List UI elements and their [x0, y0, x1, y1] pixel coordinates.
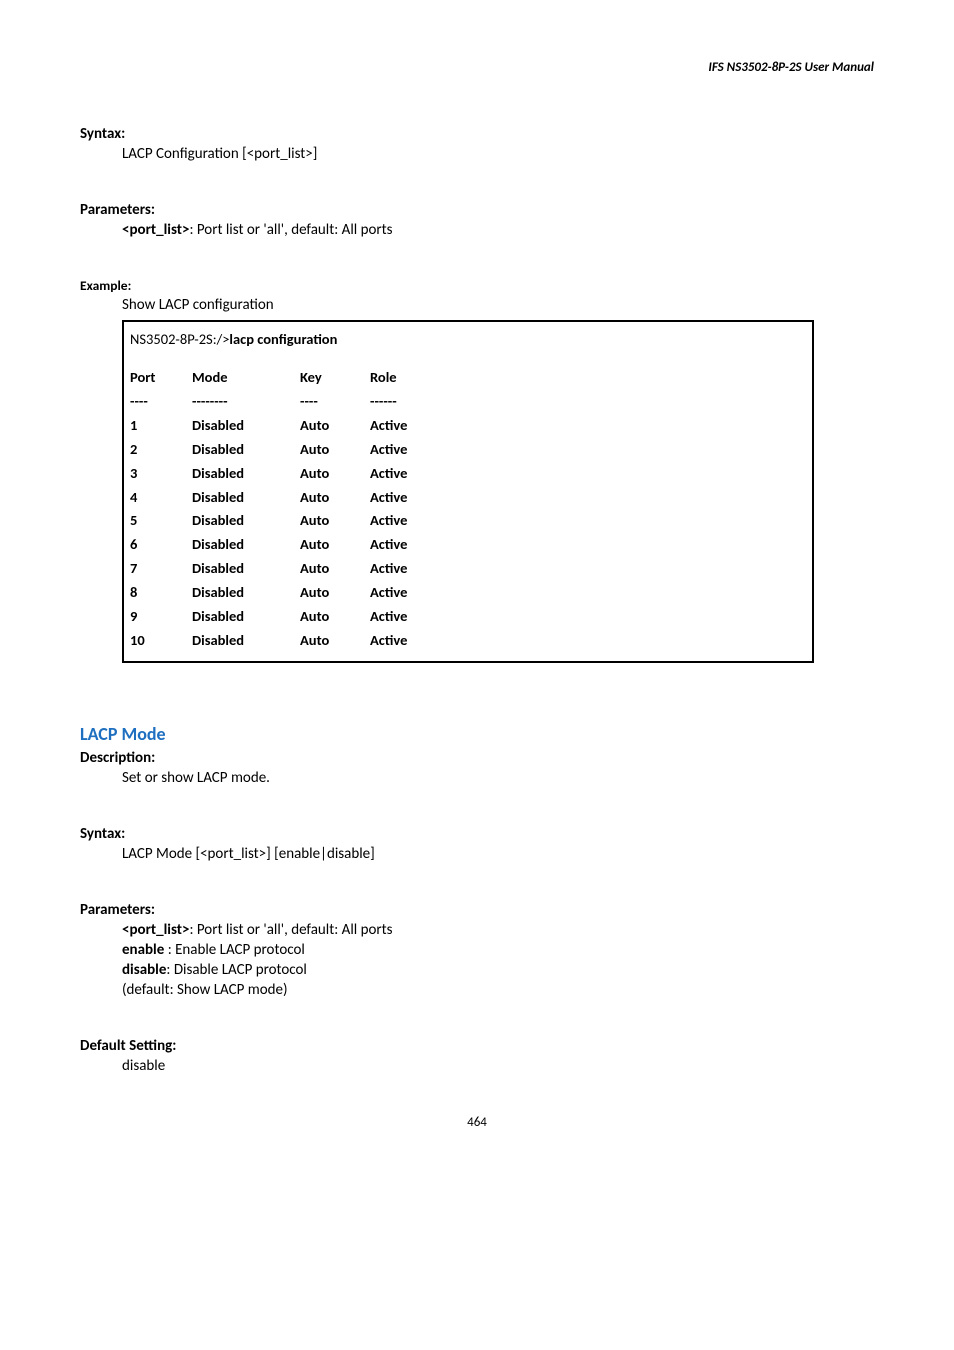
td-mode: Disabled [192, 605, 300, 629]
params2-line4: (default: Show LACP mode) [122, 981, 874, 999]
td-key: Auto [300, 462, 370, 486]
terminal-data-row: 10DisabledAutoActive [128, 629, 808, 653]
params2-p3-rest: : Disable LACP protocol [166, 961, 306, 979]
td-role: Active [370, 629, 808, 653]
terminal-command: lacp configuration [229, 330, 337, 348]
td-mode: Disabled [192, 533, 300, 557]
td-role: Active [370, 414, 808, 438]
terminal-divider-row: ---- -------- ---- ------ [128, 390, 808, 414]
terminal-data-row: 9DisabledAutoActive [128, 605, 808, 629]
terminal-data-row: 2DisabledAutoActive [128, 438, 808, 462]
default2-label: Default Setting: [80, 1037, 874, 1055]
td-role: Active [370, 486, 808, 510]
td-port: 3 [128, 462, 192, 486]
div-mode: -------- [192, 390, 300, 414]
div-role: ------ [370, 390, 808, 414]
params2-p2-rest: : Enable LACP protocol [168, 941, 305, 959]
params2-p2-bold: enable [122, 941, 168, 959]
td-mode: Disabled [192, 462, 300, 486]
td-port: 1 [128, 414, 192, 438]
example-label: Example: [80, 277, 874, 294]
td-key: Auto [300, 605, 370, 629]
td-port: 8 [128, 581, 192, 605]
params1-label: Parameters: [80, 201, 874, 219]
page-number: 464 [80, 1115, 874, 1130]
td-port: 9 [128, 605, 192, 629]
th-key: Key [300, 366, 370, 390]
terminal-data-row: 7DisabledAutoActive [128, 557, 808, 581]
params2-label: Parameters: [80, 901, 874, 919]
td-port: 4 [128, 486, 192, 510]
td-mode: Disabled [192, 557, 300, 581]
params1-line: <port_list>: Port list or 'all', default… [122, 221, 874, 239]
page-header: IFS NS3502-8P-2S User Manual [80, 60, 874, 75]
td-port: 5 [128, 509, 192, 533]
terminal-output: NS3502-8P-2S:/>lacp configuration Port M… [122, 320, 814, 663]
terminal-data-row: 4DisabledAutoActive [128, 486, 808, 510]
td-mode: Disabled [192, 509, 300, 533]
th-mode: Mode [192, 366, 300, 390]
div-port: ---- [128, 390, 192, 414]
td-role: Active [370, 605, 808, 629]
example-desc: Show LACP configuration [122, 296, 874, 314]
th-role: Role [370, 366, 808, 390]
td-key: Auto [300, 414, 370, 438]
syntax1-label: Syntax: [80, 125, 874, 143]
td-key: Auto [300, 509, 370, 533]
desc2-text: Set or show LACP mode. [122, 769, 874, 787]
params2-line1: <port_list>: Port list or 'all', default… [122, 921, 874, 939]
td-mode: Disabled [192, 629, 300, 653]
td-key: Auto [300, 486, 370, 510]
desc2-label: Description: [80, 749, 874, 767]
params2-p3-bold: disable [122, 961, 166, 979]
terminal-prompt-line: NS3502-8P-2S:/>lacp configuration [128, 328, 808, 352]
params1-bold: <port_list> [122, 221, 189, 239]
td-mode: Disabled [192, 486, 300, 510]
td-role: Active [370, 557, 808, 581]
terminal-data-row: 3DisabledAutoActive [128, 462, 808, 486]
td-key: Auto [300, 557, 370, 581]
params2-p1-bold: <port_list> [122, 921, 189, 939]
td-key: Auto [300, 581, 370, 605]
td-mode: Disabled [192, 414, 300, 438]
terminal-header-row: Port Mode Key Role [128, 366, 808, 390]
td-mode: Disabled [192, 438, 300, 462]
params1-rest: : Port list or 'all', default: All ports [189, 221, 392, 239]
td-key: Auto [300, 629, 370, 653]
td-role: Active [370, 533, 808, 557]
td-port: 7 [128, 557, 192, 581]
syntax2-text: LACP Mode [<port_list>] [enable|disable] [122, 845, 874, 863]
td-mode: Disabled [192, 581, 300, 605]
syntax1-text: LACP Configuration [<port_list>] [122, 145, 874, 163]
td-role: Active [370, 438, 808, 462]
terminal-data-row: 8DisabledAutoActive [128, 581, 808, 605]
td-key: Auto [300, 533, 370, 557]
td-key: Auto [300, 438, 370, 462]
default2-text: disable [122, 1057, 874, 1075]
th-port: Port [128, 366, 192, 390]
syntax2-label: Syntax: [80, 825, 874, 843]
td-port: 6 [128, 533, 192, 557]
terminal-prompt: NS3502-8P-2S:/> [130, 330, 229, 348]
div-key: ---- [300, 390, 370, 414]
terminal-data-row: 6DisabledAutoActive [128, 533, 808, 557]
terminal-data-row: 5DisabledAutoActive [128, 509, 808, 533]
td-role: Active [370, 462, 808, 486]
params2-p1-rest: : Port list or 'all', default: All ports [189, 921, 392, 939]
td-port: 10 [128, 629, 192, 653]
lacp-mode-heading: LACP Mode [80, 723, 874, 745]
td-port: 2 [128, 438, 192, 462]
terminal-data-row: 1DisabledAutoActive [128, 414, 808, 438]
params2-line3: disable: Disable LACP protocol [122, 961, 874, 979]
td-role: Active [370, 509, 808, 533]
params2-line2: enable : Enable LACP protocol [122, 941, 874, 959]
td-role: Active [370, 581, 808, 605]
